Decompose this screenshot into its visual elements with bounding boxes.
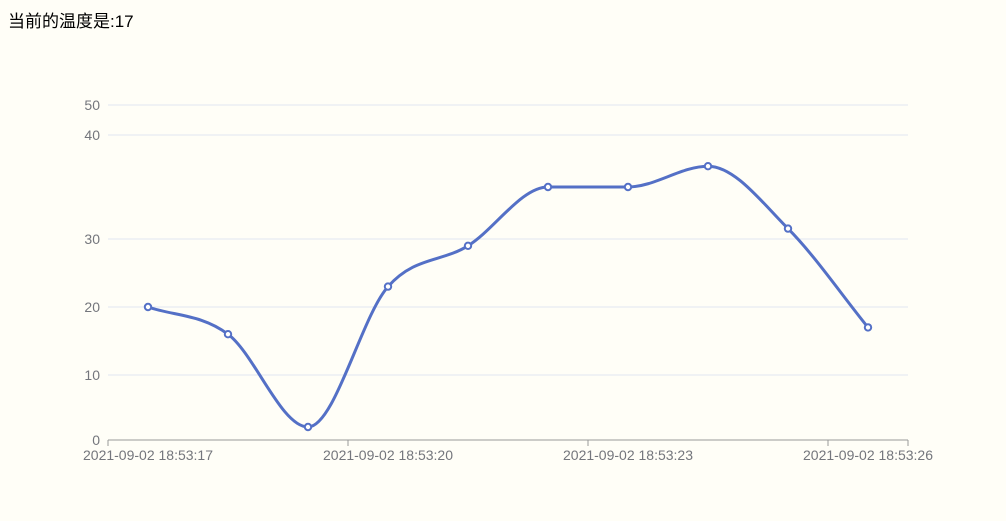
data-point-marker bbox=[143, 302, 153, 312]
data-point-marker bbox=[863, 323, 873, 332]
y-axis-tick-label: 10 bbox=[84, 367, 100, 383]
page-title: 当前的温度是:17 bbox=[8, 12, 134, 31]
data-point-marker bbox=[383, 282, 393, 291]
x-axis-tick-label: 2021-09-02 18:53:23 bbox=[563, 447, 693, 463]
data-point-marker bbox=[543, 182, 553, 192]
data-point-marker bbox=[223, 330, 233, 339]
x-axis-tick-label: 2021-09-02 18:53:20 bbox=[323, 447, 453, 463]
x-axis-tick-label: 2021-09-02 18:53:26 bbox=[803, 447, 933, 463]
y-axis-tick-label: 20 bbox=[84, 299, 100, 315]
data-point-marker bbox=[463, 241, 473, 251]
data-point-marker bbox=[303, 422, 313, 432]
series-line bbox=[146, 164, 870, 429]
x-axis-tick-label: 2021-09-02 18:53:17 bbox=[83, 447, 213, 463]
data-point-marker bbox=[783, 224, 793, 233]
y-axis-tick-label: 50 bbox=[84, 97, 100, 113]
y-axis-tick-label: 0 bbox=[92, 432, 100, 448]
y-axis-tick-label: 40 bbox=[84, 127, 100, 143]
y-axis-tick-label: 30 bbox=[84, 231, 100, 247]
data-point-marker bbox=[623, 182, 633, 192]
data-point-marker bbox=[703, 162, 713, 171]
